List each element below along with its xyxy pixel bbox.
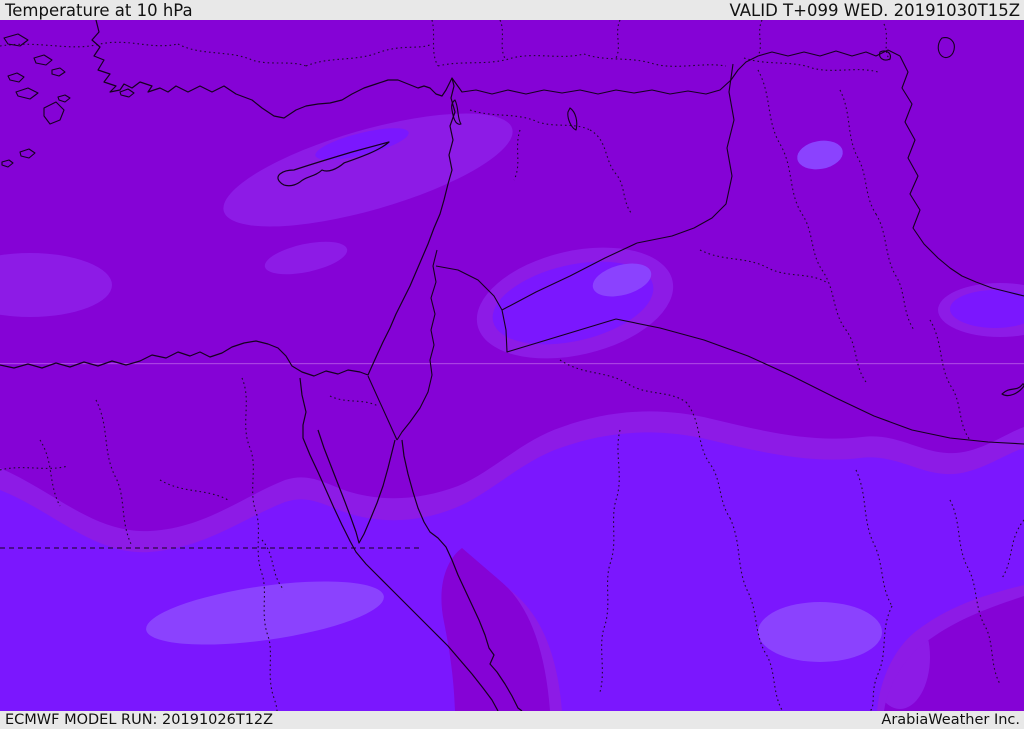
temperature-fill-layer (0, 20, 1024, 711)
model-run-label: ECMWF MODEL RUN: 20191026T12Z (5, 711, 274, 728)
islands-lakes-layer (1, 33, 955, 168)
borders-layer (0, 49, 1024, 549)
page-title: Temperature at 10 hPa (5, 1, 193, 20)
header-bar: Temperature at 10 hPa VALID T+099 WED. 2… (0, 0, 1024, 20)
valid-time-label: VALID T+099 WED. 20191030T15Z (729, 1, 1020, 20)
footer-bar: ECMWF MODEL RUN: 20191026T12Z ArabiaWeat… (0, 711, 1024, 729)
weather-map (0, 20, 1024, 711)
cool-band-inner-patches (146, 140, 882, 662)
admin-boundaries-layer (0, 20, 1024, 711)
credit-label: ArabiaWeather Inc. (881, 711, 1020, 728)
temperature-map-canvas (0, 20, 1024, 711)
coastlines-layer (0, 20, 1024, 711)
latitude-gridline (0, 363, 1024, 365)
